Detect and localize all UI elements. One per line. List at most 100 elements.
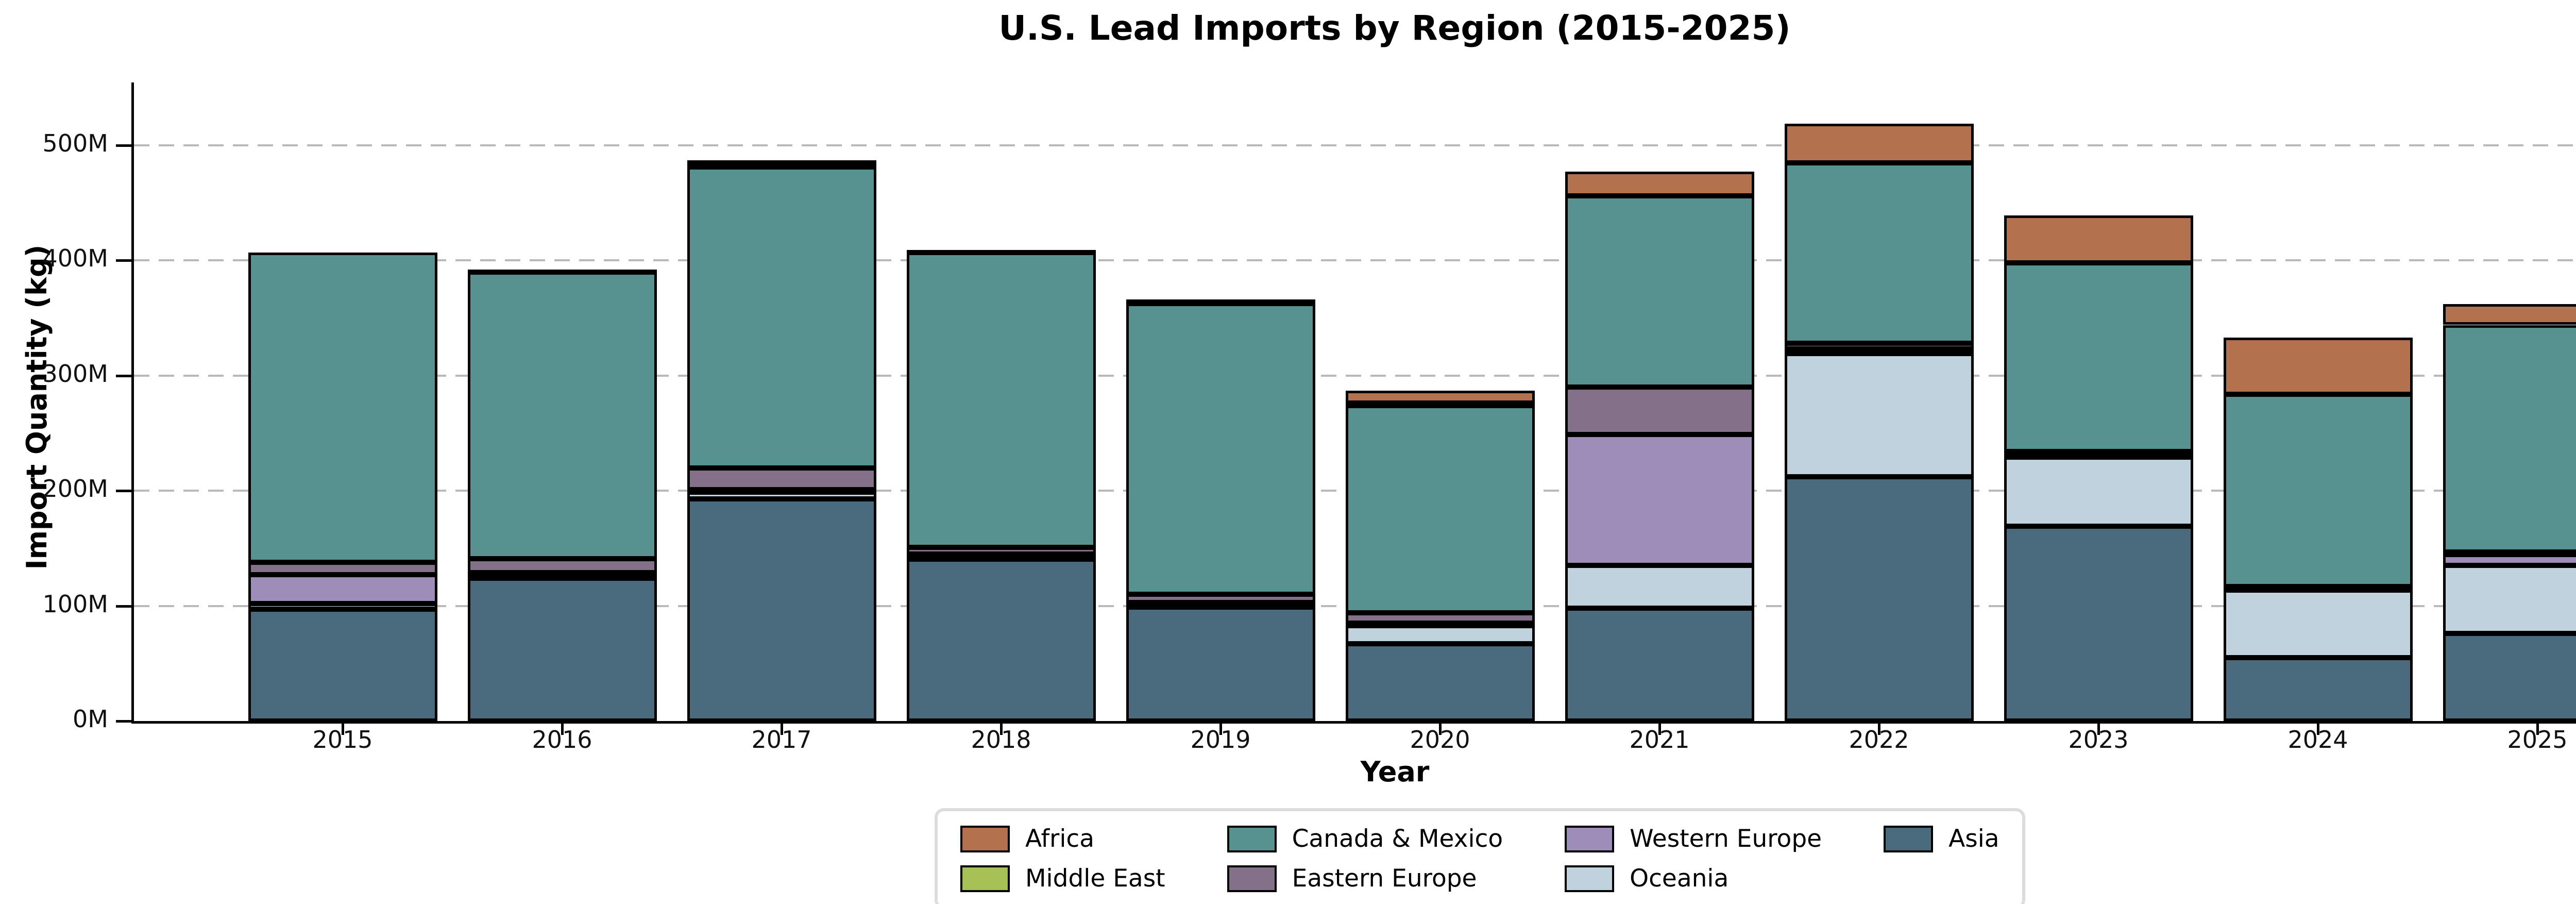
x-tick-label-2025: 2025 [2507, 726, 2568, 754]
x-tick-mark [342, 724, 344, 735]
y-tick-mark [116, 259, 131, 262]
bar-segment-2015-canada-mexico [248, 252, 437, 562]
bar-segment-2020-eastern-europe [1345, 613, 1535, 624]
x-tick-mark [2536, 724, 2539, 735]
bar-segment-2017-canada-mexico [687, 167, 876, 468]
x-tick-mark [1439, 724, 1442, 735]
bar-segment-2022-oceania [1784, 354, 1974, 477]
legend-swatch [960, 865, 1010, 892]
x-tick-mark [781, 724, 783, 735]
legend-swatch [1565, 825, 1615, 852]
bar-segment-2025-oceania [2443, 565, 2576, 634]
bar-segment-2015-western-europe [248, 575, 437, 604]
bar-segment-2022-western-europe [1784, 349, 1974, 355]
bar-segment-2017-africa [687, 160, 876, 166]
bar-segment-2020-africa [1345, 390, 1535, 404]
legend-item-western-europe: Western Europe [1565, 825, 1822, 853]
bar-segment-2022-eastern-europe [1784, 343, 1974, 349]
legend-item-asia: Asia [1884, 825, 1999, 853]
bar-segment-2016-africa [467, 270, 657, 275]
bar-segment-2025-canada-mexico [2443, 325, 2576, 552]
bar-segment-2022-africa [1784, 123, 1974, 163]
x-tick-mark [561, 724, 564, 735]
x-axis-label: Year [1360, 756, 1430, 788]
x-tick-mark [1000, 724, 1003, 735]
x-tick-label-2021: 2021 [1629, 726, 1690, 754]
bar-segment-2022-canada-mexico [1784, 162, 1974, 344]
bar-segment-2019-western-europe [1126, 602, 1315, 608]
legend-item-africa: Africa [960, 825, 1165, 853]
bar-segment-2023-oceania [2004, 457, 2193, 527]
bar-segment-2024-africa [2223, 338, 2413, 394]
legend-swatch [1565, 865, 1615, 892]
y-tick-mark [116, 720, 131, 723]
y-tick-label: 0M [73, 705, 108, 733]
bar-segment-2017-eastern-europe [687, 467, 876, 490]
gridline-500M [134, 144, 2576, 146]
bar-segment-2015-oceania [248, 604, 437, 610]
legend-column: Canada & Mexico Eastern Europe [1227, 825, 1503, 893]
bar-segment-2021-western-europe [1565, 434, 1754, 566]
y-tick-mark [116, 605, 131, 608]
x-tick-label-2023: 2023 [2068, 726, 2129, 754]
x-axis-spine [131, 721, 2576, 724]
bar-segment-2020-asia [1345, 644, 1535, 721]
bar-segment-2015-asia [248, 609, 437, 721]
x-tick-label-2022: 2022 [1849, 726, 1909, 754]
legend-swatch [1884, 825, 1934, 852]
legend-item-middle-east: Middle East [960, 864, 1165, 893]
bar-segment-2024-eastern-europe [2223, 586, 2413, 592]
bar-segment-2018-asia [906, 559, 1096, 721]
legend-swatch [1227, 825, 1277, 852]
bar-segment-2018-africa [906, 250, 1096, 256]
legend-column: Asia [1884, 825, 1999, 853]
bar-segment-2023-africa [2004, 215, 2193, 263]
bar-segment-2016-asia [467, 578, 657, 721]
bar-segment-2023-canada-mexico [2004, 262, 2193, 452]
bar-segment-2019-canada-mexico [1126, 303, 1315, 595]
x-tick-label-2017: 2017 [751, 726, 812, 754]
x-tick-mark [1658, 724, 1661, 735]
bar-segment-2021-canada-mexico [1565, 196, 1754, 388]
bar-segment-2023-asia [2004, 526, 2193, 721]
legend-swatch [1227, 865, 1277, 892]
bar-segment-2016-western-europe [467, 572, 657, 578]
x-tick-label-2024: 2024 [2287, 726, 2348, 754]
bar-segment-2025-asia [2443, 633, 2576, 721]
y-tick-mark [116, 490, 131, 493]
bar-segment-2019-africa [1126, 299, 1315, 305]
legend-label: Eastern Europe [1292, 864, 1477, 893]
legend-label: Africa [1025, 825, 1095, 853]
bar-segment-2020-western-europe [1345, 623, 1535, 629]
bar-segment-2020-middle-east [1345, 403, 1535, 409]
bar-segment-2018-eastern-europe [906, 547, 1096, 555]
legend-item-canada-mexico: Canada & Mexico [1227, 825, 1503, 853]
legend-item-oceania: Oceania [1565, 864, 1822, 893]
x-tick-label-2019: 2019 [1190, 726, 1251, 754]
bar-segment-2019-eastern-europe [1126, 594, 1315, 602]
x-tick-mark [1878, 724, 1880, 735]
x-tick-label-2020: 2020 [1410, 726, 1470, 754]
legend-column: Western Europe Oceania [1565, 825, 1822, 893]
bar-segment-2021-asia [1565, 608, 1754, 721]
gridline-300M [134, 374, 2576, 377]
bar-segment-2017-asia [687, 498, 876, 721]
legend-item-eastern-europe: Eastern Europe [1227, 864, 1503, 893]
bar-segment-2024-oceania [2223, 590, 2413, 658]
bar-segment-2024-canada-mexico [2223, 394, 2413, 587]
bar-segment-2023-eastern-europe [2004, 451, 2193, 457]
bar-segment-2025-africa [2443, 304, 2576, 325]
legend-swatch [960, 825, 1010, 852]
legend-column: Africa Middle East [960, 825, 1165, 893]
bar-segment-2020-canada-mexico [1345, 404, 1535, 613]
x-tick-label-2015: 2015 [312, 726, 373, 754]
bar-segment-2016-eastern-europe [467, 559, 657, 573]
y-tick-mark [116, 374, 131, 377]
bar-segment-2025-eastern-europe [2443, 551, 2576, 557]
legend-label: Oceania [1630, 864, 1729, 893]
y-tick-mark [116, 144, 131, 147]
y-axis-spine [131, 82, 134, 724]
x-tick-mark [2317, 724, 2319, 735]
x-tick-mark [1219, 724, 1222, 735]
